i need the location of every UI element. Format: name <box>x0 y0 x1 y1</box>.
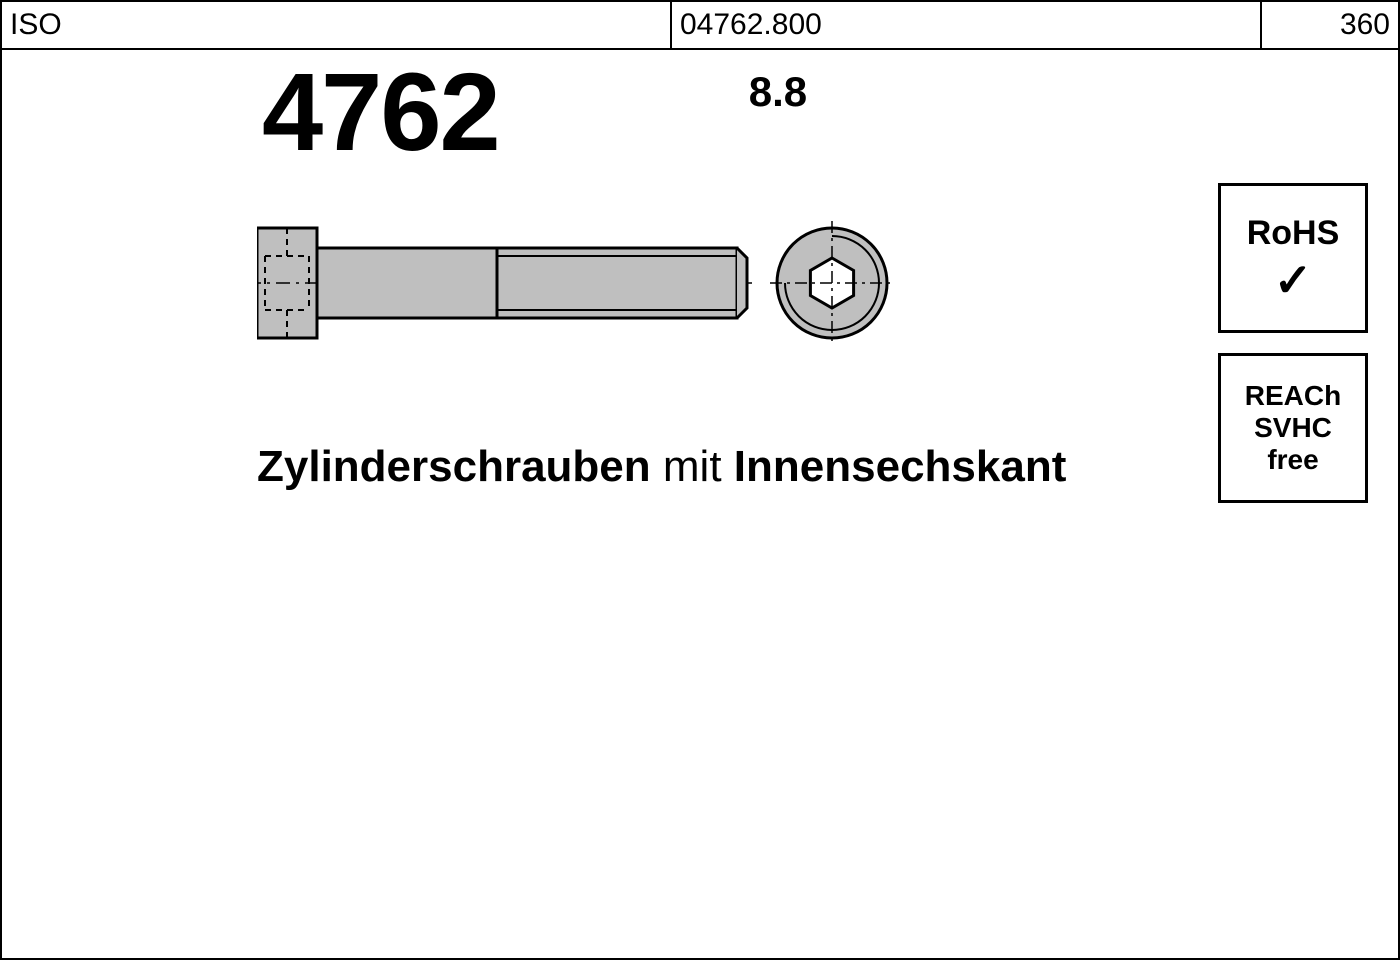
screw-drawing-icon <box>257 218 897 358</box>
rohs-badge: RoHS ✓ <box>1218 183 1368 333</box>
header-row: ISO 04762.800 360 <box>2 2 1398 50</box>
header-iso: ISO <box>2 2 672 48</box>
check-icon: ✓ <box>1274 257 1313 303</box>
drawing-row: RoHS ✓ REACh SVHC free <box>2 198 1398 388</box>
title-row: 4762 8.8 <box>2 50 1398 168</box>
header-number: 360 <box>1262 2 1398 48</box>
strength-grade: 8.8 <box>749 68 807 116</box>
desc-word2: mit <box>663 442 722 491</box>
desc-word3: Innensechskant <box>734 442 1067 491</box>
reach-l3: free <box>1267 444 1318 476</box>
spec-sheet: ISO 04762.800 360 4762 8.8 <box>0 0 1400 960</box>
compliance-badges: RoHS ✓ REACh SVHC free <box>1218 183 1368 503</box>
standard-number: 4762 <box>262 58 499 168</box>
product-description: Zylinderschrauben mit Innensechskant <box>257 442 1066 492</box>
desc-word1: Zylinderschrauben <box>257 442 651 491</box>
reach-l2: SVHC <box>1254 412 1332 444</box>
reach-l1: REACh <box>1245 380 1341 412</box>
rohs-label: RoHS <box>1247 214 1340 253</box>
reach-badge: REACh SVHC free <box>1218 353 1368 503</box>
header-code: 04762.800 <box>672 2 1262 48</box>
